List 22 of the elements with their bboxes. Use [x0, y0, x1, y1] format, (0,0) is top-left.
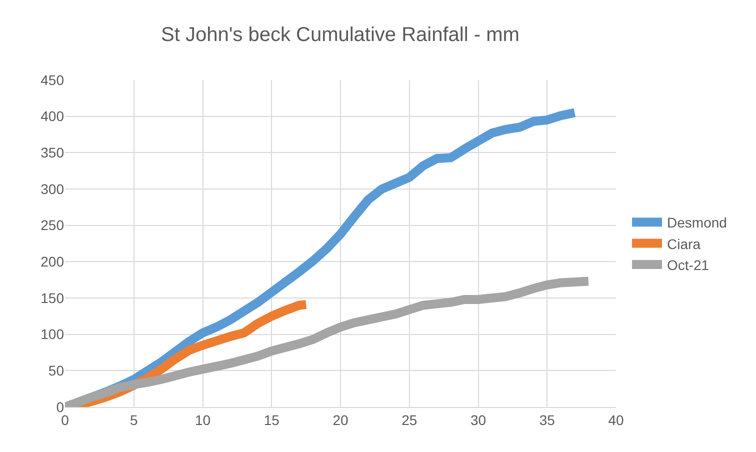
legend-label: Ciara — [667, 236, 701, 252]
x-tick-label: 10 — [194, 412, 211, 428]
x-tick-label: 5 — [130, 412, 138, 428]
y-tick-label: 0 — [56, 398, 64, 415]
y-tick-label: 350 — [40, 144, 64, 161]
y-tick-label: 150 — [40, 290, 64, 306]
x-tick-label: 35 — [539, 412, 556, 428]
x-tick-label: 20 — [332, 412, 348, 428]
legend-label: Desmond — [667, 214, 727, 231]
y-tick-label: 100 — [40, 326, 64, 342]
x-tick-label: 40 — [608, 412, 624, 428]
x-tick-label: 15 — [264, 412, 280, 428]
y-tick-label: 400 — [40, 108, 64, 124]
x-tick-label: 25 — [402, 412, 418, 428]
y-tick-label: 200 — [40, 254, 64, 270]
x-tick-label: 30 — [470, 412, 486, 428]
legend-label: Oct-21 — [667, 256, 710, 273]
y-tick-label: 300 — [40, 180, 64, 197]
y-tick-label: 250 — [40, 217, 64, 234]
y-tick-label: 50 — [48, 362, 64, 379]
chart-title: St John's beck Cumulative Rainfall - mm — [161, 24, 520, 46]
y-tick-label: 450 — [40, 72, 64, 88]
